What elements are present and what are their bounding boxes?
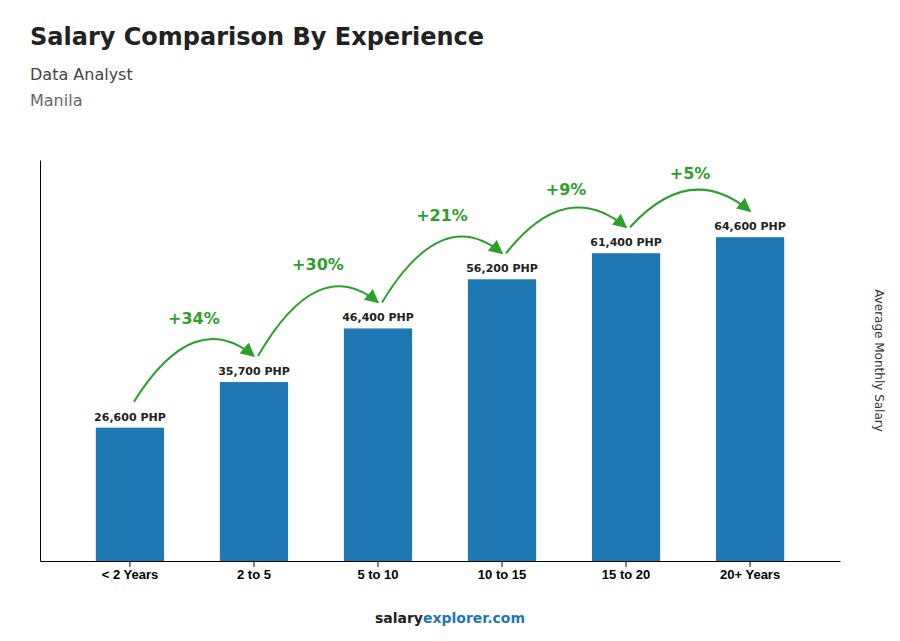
change-arrow [630,190,750,228]
x-tick-label: 10 to 15 [478,567,526,582]
x-tick-mark [626,561,627,567]
x-tick: 10 to 15 [478,561,526,582]
x-tick-label: 5 to 10 [357,567,398,582]
data-label: 26,600 PHP [94,411,166,424]
x-tick-mark [502,561,503,567]
bars [96,237,784,561]
data-label: 61,400 PHP [590,236,662,249]
footer-part: explorer.com [423,610,525,626]
change-arrow [258,286,378,356]
x-tick: < 2 Years [102,561,159,582]
change-label: +34% [168,309,220,328]
change-arrow [506,207,626,253]
bar [96,428,164,561]
x-tick-label: 2 to 5 [237,567,271,582]
subtitle: Manila [30,91,82,110]
bar [716,237,784,561]
x-tick-label: 15 to 20 [602,567,650,582]
bar [592,253,660,561]
chart: Salary Comparison By Experience Data Anal… [0,0,900,641]
change-label: +9% [546,180,587,199]
plot: < 2 Years 2 to 5 5 to 10 10 to 15 15 to 20 20… [41,161,841,583]
change-arrow [134,339,254,402]
change-label: +21% [416,206,468,225]
y-axis [40,161,41,562]
bar [220,382,288,561]
data-label: 46,400 PHP [342,311,414,324]
x-axis: < 2 Years 2 to 5 5 to 10 10 to 15 15 to 20 20… [41,561,841,582]
data-label: 35,700 PHP [218,365,290,378]
data-label: 64,600 PHP [714,220,786,233]
bar [344,328,412,561]
change-arrow [382,237,502,303]
x-tick-mark [377,561,378,567]
x-tick-mark [750,561,751,567]
x-axis-line [41,561,841,562]
data-label: 56,200 PHP [466,262,538,275]
x-tick: 20+ Years [720,561,780,582]
x-tick-mark [253,561,254,567]
change-label: +30% [292,255,344,274]
subtitle: Data Analyst [30,65,133,84]
data-labels: 26,600 PHP 35,700 PHP 46,400 PHP 56,200 PHP… [94,220,786,423]
x-tick-label: < 2 Years [102,567,159,582]
annotations: +34% +30% +21% +9% +5% [134,164,750,401]
bar [468,279,536,561]
x-tick-mark [129,561,130,567]
title: Salary Comparison By Experience [30,23,484,51]
x-tick: 2 to 5 [237,561,271,582]
x-tick: 15 to 20 [602,561,650,582]
change-label: +5% [670,164,711,183]
y-axis-line [40,161,41,562]
footer-part: salary [375,610,423,626]
x-tick-label: 20+ Years [720,567,780,582]
footer: salaryexplorer.com [375,610,525,626]
y-axis-title: Average Monthly Salary [872,289,886,432]
x-tick: 5 to 10 [357,561,398,582]
